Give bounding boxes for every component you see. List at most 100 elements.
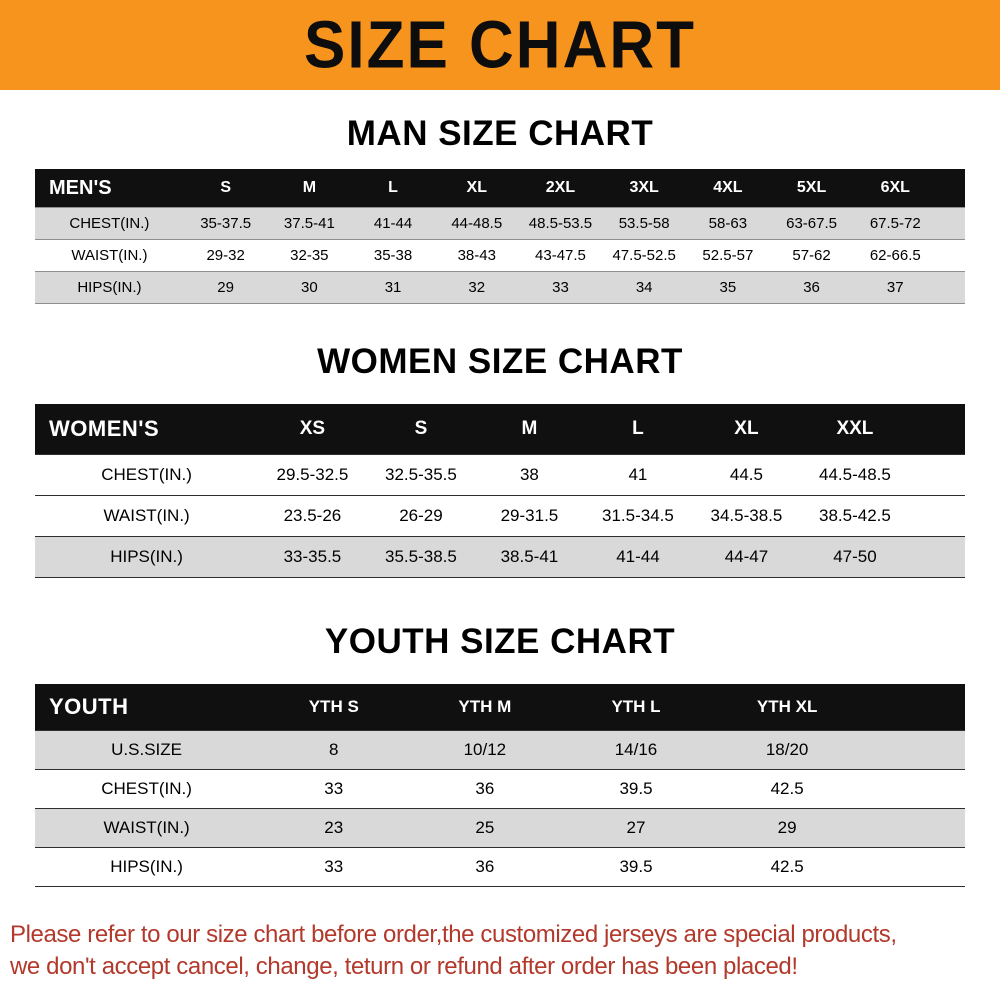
table-cell: 37.5-41 — [283, 215, 335, 232]
table-cell: 30 — [301, 279, 318, 296]
footer-note: Please refer to our size chart before or… — [10, 919, 990, 982]
table-cell: 31.5-34.5 — [602, 506, 674, 525]
table-row: CHEST(IN.) 29.5-32.5 32.5-35.5 38 41 44.5 44.5… — [35, 454, 965, 495]
man-size-chart-heading: MAN SIZE CHART — [346, 114, 654, 153]
table-name: YOUTH — [49, 694, 129, 719]
womens-size-table: WOMEN'S XS S M L XL XXL CHEST(IN.) 29.5-32.5 32.5… — [35, 404, 965, 578]
table-cell: 25 — [475, 818, 495, 837]
table-cell: 38 — [519, 465, 539, 484]
row-label: HIPS(IN.) — [77, 279, 142, 296]
table-cell: 29 — [777, 818, 797, 837]
table-cell: 44.5 — [729, 465, 763, 484]
table-cell: 32.5-35.5 — [385, 465, 457, 484]
table-cell: 29 — [217, 279, 234, 296]
table-cell: 39.5 — [619, 779, 653, 798]
table-cell: 23.5-26 — [283, 506, 342, 525]
table-header-row: WOMEN'S XS S M L XL XXL — [35, 404, 965, 454]
row-label: WAIST(IN.) — [103, 818, 190, 837]
column-header: M — [521, 418, 538, 439]
table-cell: 33-35.5 — [283, 547, 342, 566]
column-header: YTH L — [611, 697, 661, 716]
table-cell: 52.5-57 — [702, 247, 754, 264]
table-cell: 58-63 — [708, 215, 748, 232]
column-header: YTH M — [458, 697, 512, 716]
row-label: CHEST(IN.) — [101, 779, 192, 798]
column-header: YTH S — [308, 697, 359, 716]
mens-size-table: MEN'S S M L XL 2XL 3XL 4XL 5XL 6XL CHEST(IN.) 35-37… — [35, 169, 965, 304]
table-row: WAIST(IN.) 23.5-26 26-29 29-31.5 31.5-34.5 34… — [35, 495, 965, 536]
table-row: CHEST(IN.) 33 36 39.5 42.5 — [35, 769, 965, 808]
table-cell: 29-32 — [206, 247, 245, 264]
table-cell: 44-47 — [724, 547, 769, 566]
table-cell: 41 — [628, 465, 648, 484]
column-header: XXL — [836, 418, 874, 439]
table-cell: 44-48.5 — [451, 215, 503, 232]
table-row: WAIST(IN.) 23 25 27 29 — [35, 808, 965, 847]
column-header: XL — [466, 179, 487, 196]
table-cell: 38.5-42.5 — [819, 506, 891, 525]
table-cell: 33 — [324, 779, 344, 798]
youth-size-table: YOUTH YTH S YTH M YTH L YTH XL U.S.SIZE 8 10/12… — [35, 684, 965, 887]
table-cell: 44.5-48.5 — [819, 465, 891, 484]
table-cell: 57-62 — [792, 247, 831, 264]
table-cell: 38.5-41 — [500, 547, 559, 566]
column-header: S — [220, 179, 231, 196]
youth-size-chart-section: YOUTH SIZE CHART YOUTH YTH S YTH M YTH L YTH… — [0, 622, 1000, 887]
column-header: S — [414, 418, 428, 439]
row-label: CHEST(IN.) — [69, 215, 150, 232]
table-row: HIPS(IN.) 33 36 39.5 42.5 — [35, 847, 965, 886]
table-cell: 41-44 — [373, 215, 413, 232]
table-cell: 39.5 — [619, 857, 653, 876]
youth-size-chart-heading: YOUTH SIZE CHART — [324, 622, 676, 661]
women-size-chart-heading: WOMEN SIZE CHART — [317, 342, 683, 381]
table-name: MEN'S — [49, 176, 112, 199]
table-cell: 33 — [552, 279, 569, 296]
column-header: L — [388, 179, 398, 196]
column-header: 5XL — [796, 179, 827, 196]
table-cell: 63-67.5 — [786, 215, 837, 232]
table-cell: 26-29 — [399, 506, 443, 525]
table-cell: 35 — [719, 279, 737, 296]
column-header: XS — [299, 418, 326, 439]
row-label: HIPS(IN.) — [110, 547, 183, 566]
row-label: WAIST(IN.) — [103, 506, 190, 525]
table-cell: 62-66.5 — [869, 247, 921, 264]
man-size-chart-section: MAN SIZE CHART MEN'S S M L XL 2XL 3XL 4XL 5XL 6XL… — [0, 114, 1000, 304]
table-cell: 53.5-58 — [618, 215, 670, 232]
table-cell: 29.5-32.5 — [276, 465, 349, 484]
table-header-row: YOUTH YTH S YTH M YTH L YTH XL — [35, 684, 965, 730]
table-cell: 8 — [329, 740, 339, 759]
table-cell: 31 — [384, 279, 402, 296]
table-cell: 23 — [324, 818, 344, 837]
column-header: 4XL — [713, 179, 743, 196]
row-label: U.S.SIZE — [111, 740, 183, 759]
table-cell: 41-44 — [616, 547, 660, 566]
row-label: HIPS(IN.) — [110, 857, 183, 876]
women-size-chart-section: WOMEN SIZE CHART WOMEN'S XS S M L XL XXL CHEST(… — [0, 342, 1000, 578]
table-cell: 14/16 — [614, 740, 658, 759]
table-cell: 35-38 — [373, 247, 413, 264]
table-cell: 42.5 — [770, 857, 804, 876]
column-header: 3XL — [629, 179, 659, 196]
table-row: WAIST(IN.) 29-32 32-35 35-38 38-43 43-47.5 47.… — [35, 239, 965, 271]
table-cell: 33 — [324, 857, 344, 876]
row-label: WAIST(IN.) — [71, 247, 148, 264]
column-header: XL — [734, 418, 759, 439]
table-row: HIPS(IN.) 33-35.5 35.5-38.5 38.5-41 41-44 44-… — [35, 536, 965, 577]
table-name: WOMEN'S — [49, 416, 160, 441]
table-cell: 34.5-38.5 — [710, 506, 783, 525]
table-cell: 32 — [468, 279, 486, 296]
table-cell: 35.5-38.5 — [385, 547, 457, 566]
footer-line: Please refer to our size chart before or… — [10, 921, 897, 948]
table-cell: 27 — [626, 818, 646, 837]
table-cell: 35-37.5 — [200, 215, 252, 232]
column-header: 6XL — [880, 179, 910, 196]
column-header: M — [302, 179, 317, 196]
size-chart-title: SIZE CHART — [304, 7, 696, 83]
table-cell: 10/12 — [463, 740, 507, 759]
table-cell: 18/20 — [765, 740, 809, 759]
table-cell: 42.5 — [770, 779, 804, 798]
table-cell: 34 — [635, 279, 653, 296]
table-cell: 32-35 — [290, 247, 329, 264]
table-cell: 43-47.5 — [535, 247, 586, 264]
